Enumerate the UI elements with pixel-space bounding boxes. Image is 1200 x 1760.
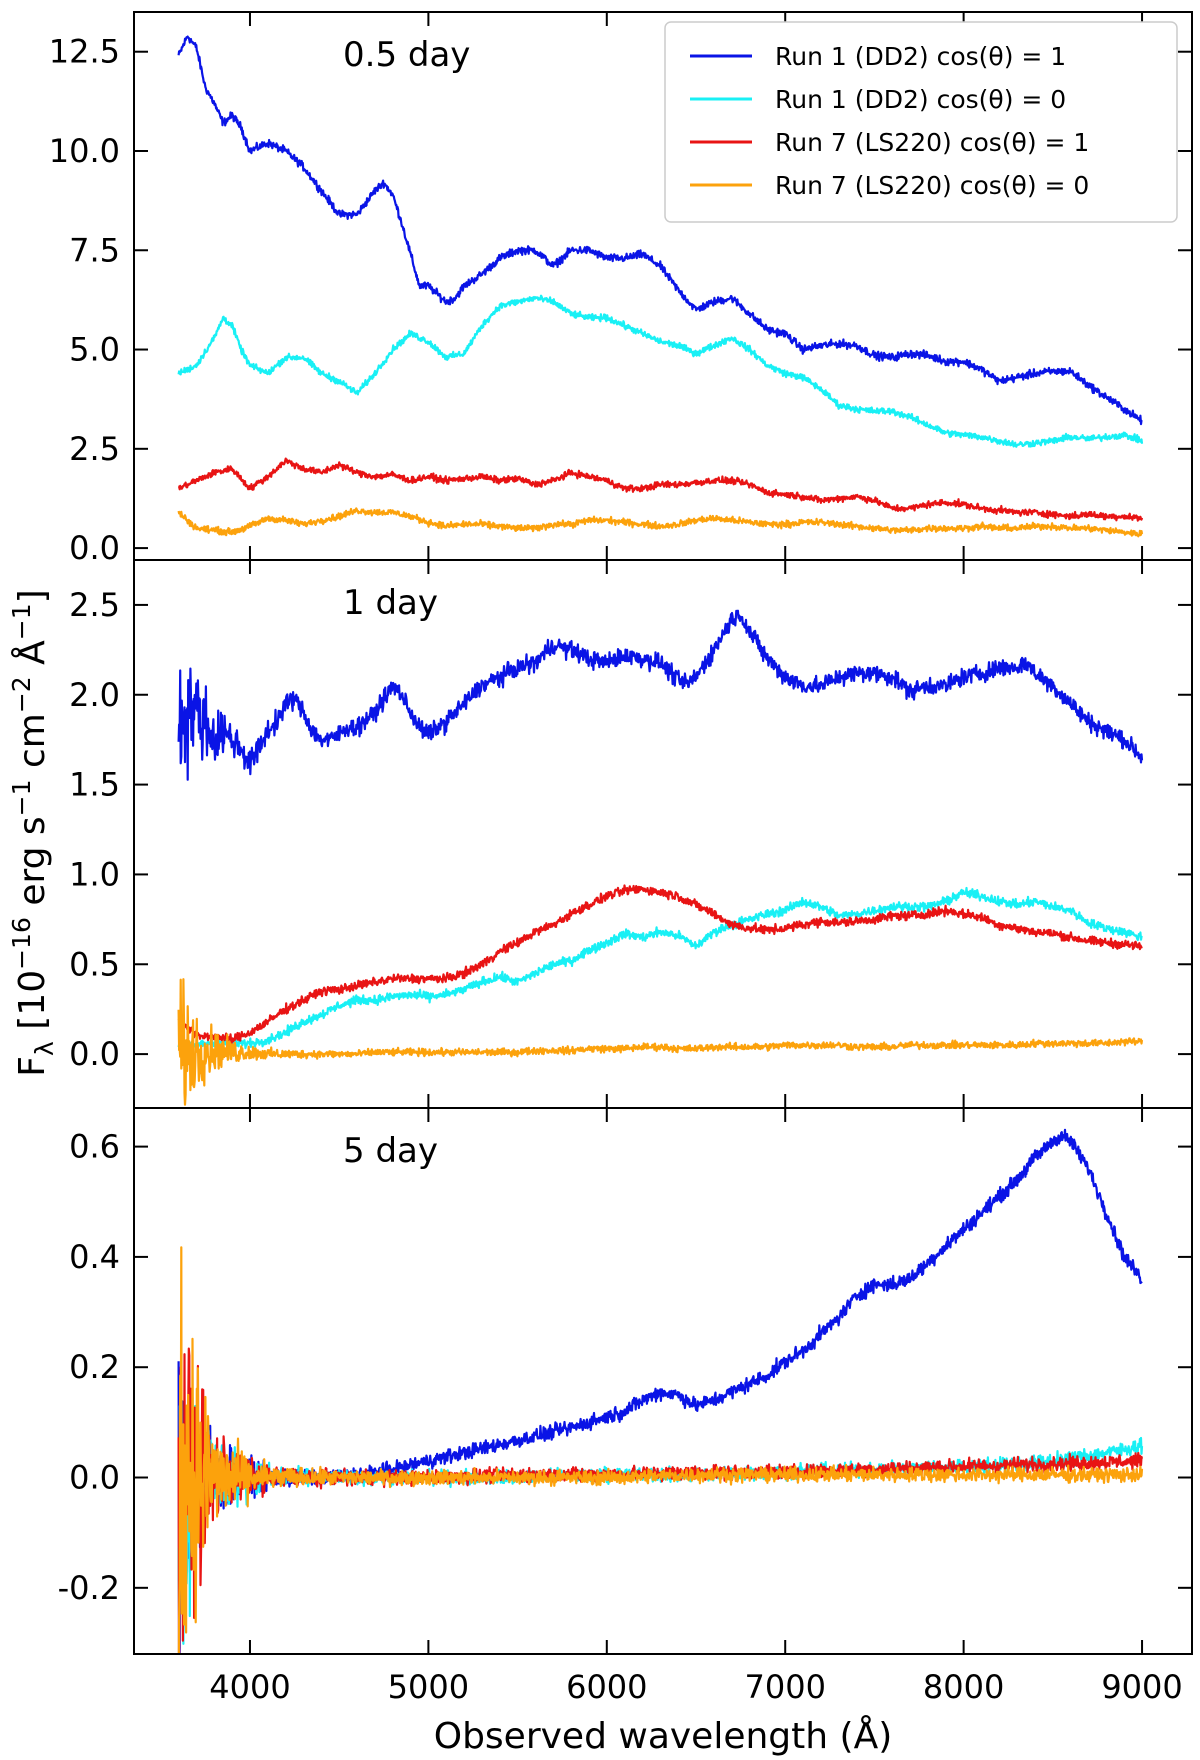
x-axis-title: Observed wavelength (Å) <box>434 1714 893 1757</box>
y-title-exp1: −16 <box>7 917 36 970</box>
panel-0-series-2-line <box>178 457 1144 522</box>
legend-box <box>664 21 1178 223</box>
panel-0-ytick-label-5: 12.5 <box>49 33 120 71</box>
plot-frame <box>133 11 1193 1655</box>
panel-0-ytick-label-0: 0.0 <box>69 529 120 567</box>
panel-0-ytick-label-2: 5.0 <box>69 331 120 369</box>
x-tick-label-2: 6000 <box>566 1668 647 1706</box>
panel-2: -0.2 0.0 0.2 0.4 0.6 5 day <box>58 1108 1192 1654</box>
y-title-base: F <box>12 1056 53 1077</box>
legend-label-3: Run 7 (LS220) cos(θ) = 0 <box>775 171 1089 200</box>
panel-1-series-0-line <box>177 609 1144 781</box>
x-tick-label-0: 4000 <box>209 1668 290 1706</box>
panel-2-series <box>177 1128 1144 1654</box>
panel-1-series-3-line <box>177 978 1144 1106</box>
panel-1-ticks: 0.0 0.5 1.0 1.5 2.0 2.5 <box>69 560 1192 1108</box>
panel-2-ticks: -0.2 0.0 0.2 0.4 0.6 <box>58 1108 1192 1654</box>
panel-1-series <box>177 609 1144 1106</box>
y-title-seg2: erg s <box>12 816 53 917</box>
panel-1: 0.0 0.5 1.0 1.5 2.0 2.5 1 day <box>69 560 1192 1108</box>
panel-2-label: 5 day <box>343 1131 438 1171</box>
panel-1-ytick-label-2: 1.0 <box>69 855 120 893</box>
panel-2-ytick-label-0: -0.2 <box>58 1569 120 1607</box>
panel-2-series-0-line <box>177 1128 1143 1654</box>
panel-1-ytick-label-4: 2.0 <box>69 676 120 714</box>
panel-2-ytick-label-4: 0.6 <box>69 1128 120 1166</box>
panel-1-series-2-line <box>177 884 1143 1045</box>
panel-1-ytick-label-5: 2.5 <box>69 586 120 624</box>
legend-label-1: Run 1 (DD2) cos(θ) = 0 <box>775 85 1066 114</box>
panel-1-ytick-label-0: 0.0 <box>69 1035 120 1073</box>
y-title-exp4: −1 <box>7 603 36 640</box>
panel-0: 0.0 2.5 5.0 7.5 10.0 12.5 0.5 day <box>49 12 1192 567</box>
panel-0-series-3-line <box>177 507 1144 538</box>
panel-1-ytick-label-1: 0.5 <box>69 945 120 983</box>
y-title-seg4: Å <box>10 640 53 676</box>
y-title-end: ] <box>12 589 53 603</box>
panel-2-series-3-line <box>177 1246 1144 1654</box>
panel-0-series-0-line <box>177 35 1143 426</box>
panel-1-series-1-line <box>177 886 1143 1050</box>
y-title-seg3: cm <box>12 713 53 779</box>
y-title-mid: [10 <box>12 970 53 1041</box>
panel-1-label: 1 day <box>343 583 438 623</box>
panel-0-ytick-label-3: 7.5 <box>69 231 120 269</box>
panel-0-ytick-label-4: 10.0 <box>49 132 120 170</box>
panel-0-label: 0.5 day <box>343 35 470 75</box>
y-title-exp2: −1 <box>7 779 36 816</box>
x-tick-label-4: 8000 <box>923 1668 1004 1706</box>
panel-1-ytick-label-3: 1.5 <box>69 766 120 804</box>
x-tick-label-5: 9000 <box>1101 1668 1182 1706</box>
y-title-sub: λ <box>30 1041 59 1056</box>
legend: Run 1 (DD2) cos(θ) = 1 Run 1 (DD2) cos(θ… <box>664 21 1178 223</box>
x-axis-ticks: 4000 5000 6000 7000 8000 9000 <box>209 1668 1183 1706</box>
x-tick-label-3: 7000 <box>744 1668 825 1706</box>
legend-label-0: Run 1 (DD2) cos(θ) = 1 <box>775 42 1066 71</box>
y-title-exp3: −2 <box>7 676 36 713</box>
panel-0-series <box>177 35 1144 538</box>
y-axis-title: Fλ [10−16 erg s−1 cm−2 Å−1] <box>7 589 59 1076</box>
panel-2-ytick-label-3: 0.4 <box>69 1238 120 1276</box>
panel-2-ytick-label-2: 0.2 <box>69 1348 120 1386</box>
plot-border <box>133 11 1193 1655</box>
panel-0-series-1-line <box>177 294 1144 448</box>
x-tick-label-1: 5000 <box>388 1668 469 1706</box>
panel-0-ytick-label-1: 2.5 <box>69 430 120 468</box>
panel-2-series-1-line <box>177 1392 1144 1645</box>
legend-label-2: Run 7 (LS220) cos(θ) = 1 <box>775 128 1089 157</box>
panel-2-ytick-label-1: 0.0 <box>69 1459 120 1497</box>
panel-0-ticks: 0.0 2.5 5.0 7.5 10.0 12.5 <box>49 12 1192 567</box>
